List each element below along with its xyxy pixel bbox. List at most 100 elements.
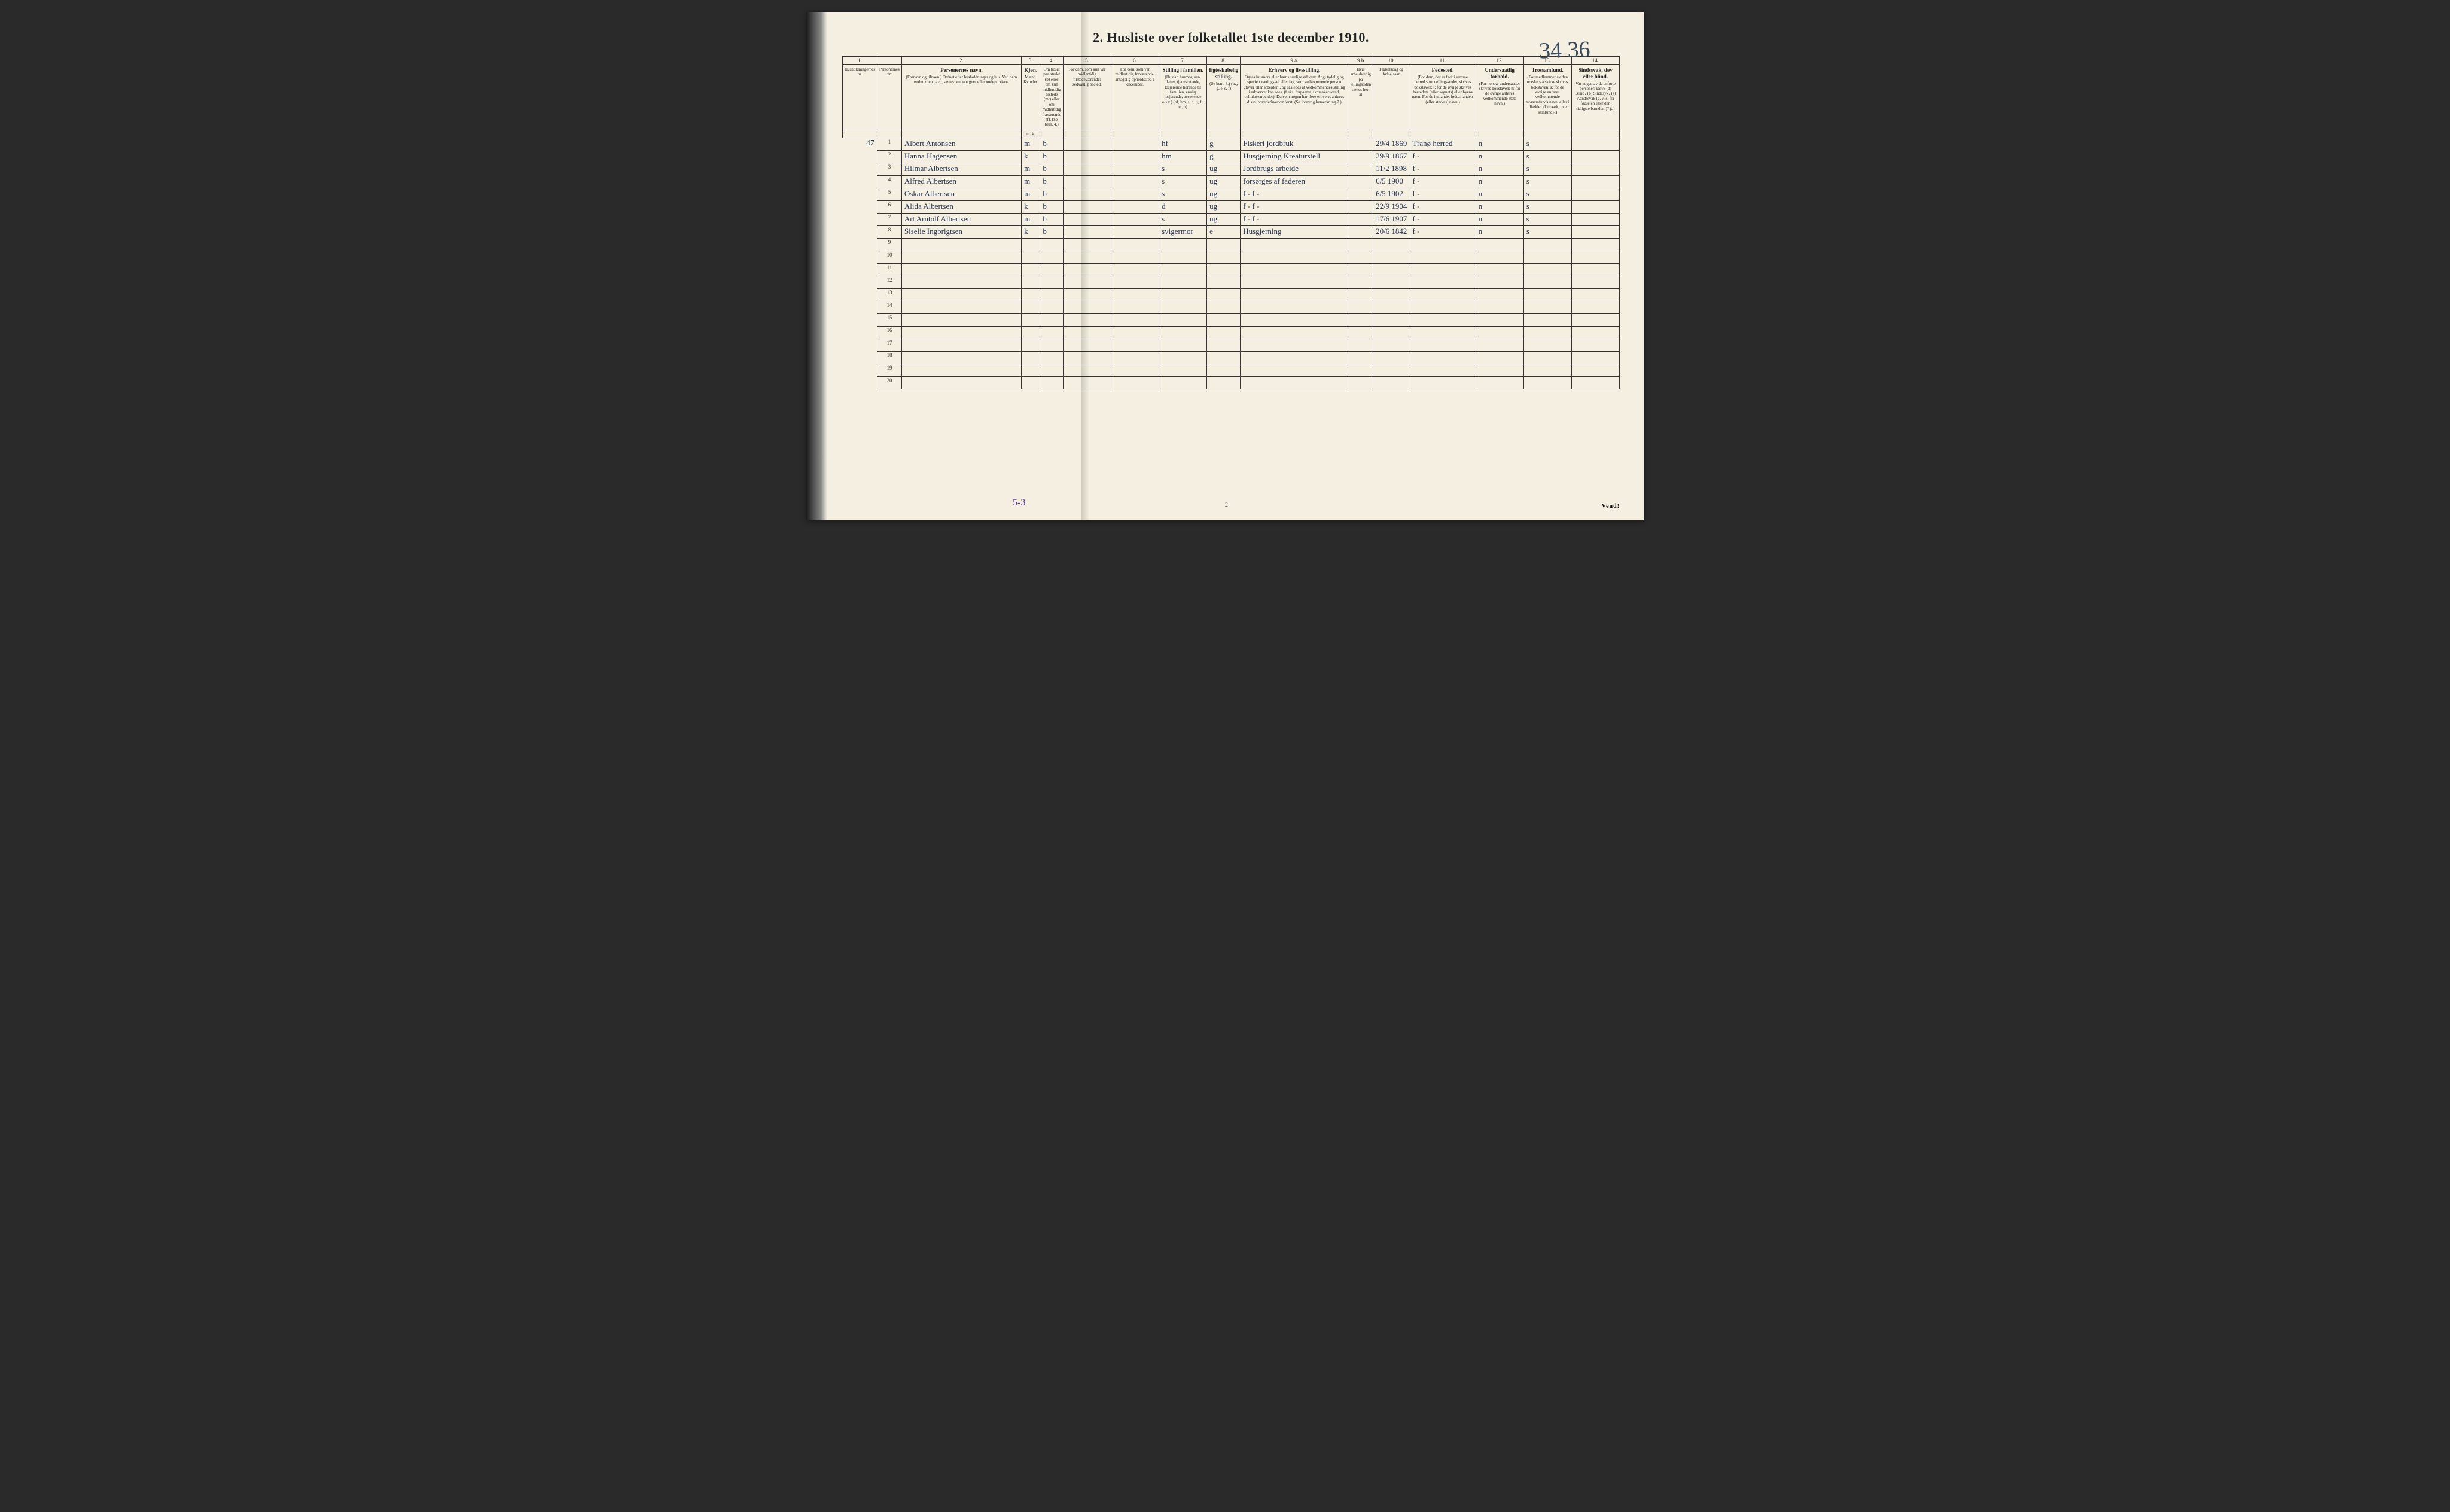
cell-dis [1571,175,1619,188]
cell-al [1348,138,1373,150]
cell-rel: s [1523,163,1571,175]
cell-name: Hanna Hagensen [901,150,1021,163]
column-number: 7. [1159,57,1207,65]
cell-empty [1571,276,1619,288]
cell-empty [1040,339,1064,351]
cell-empty [1159,351,1207,364]
cell-empty [901,251,1021,263]
cell-born: 6/5 1900 [1373,175,1410,188]
column-header: Kjøn.Mænd. Kvinder. [1022,65,1040,130]
cell-res: b [1040,175,1064,188]
cell-empty [1022,326,1040,339]
cell-empty [1111,351,1159,364]
subheader-cell [1476,130,1523,138]
cell-occ: f - f - [1241,188,1348,200]
cell-empty [1111,313,1159,326]
cell-empty [1022,301,1040,313]
cell-empty [1241,276,1348,288]
subheader-cell [1111,130,1159,138]
cell-empty: 17 [877,339,902,351]
cell-empty [1373,288,1410,301]
cell-empty [1159,251,1207,263]
cell-empty [843,238,877,251]
subheader-cell [1241,130,1348,138]
cell-empty [1022,376,1040,389]
cell-fam: s [1159,163,1207,175]
table-row: 8Siselie IngbrigtsenkbsvigermoreHusgjern… [843,225,1620,238]
cell-empty [1159,276,1207,288]
cell-empty [1348,326,1373,339]
cell-empty [1373,376,1410,389]
table-row-empty: 14 [843,301,1620,313]
cell-name: Oskar Albertsen [901,188,1021,200]
cell-empty [1207,251,1241,263]
cell-empty [1410,376,1476,389]
cell-rel: s [1523,225,1571,238]
cell-born: 29/9 1867 [1373,150,1410,163]
cell-fam: s [1159,175,1207,188]
cell-empty [1040,288,1064,301]
subheader-cell [1348,130,1373,138]
subheader-cell [1159,130,1207,138]
cell-rel: s [1523,175,1571,188]
cell-empty [1022,238,1040,251]
column-header: Stilling i familien.(Husfar, husmor, søn… [1159,65,1207,130]
cell-empty [1022,251,1040,263]
cell-empty [1373,326,1410,339]
cell-empty [1241,376,1348,389]
cell-empty [843,251,877,263]
cell-name: Albert Antonsen [901,138,1021,150]
column-header: Husholdningernes nr. [843,65,877,130]
cell-empty [843,276,877,288]
cell-empty [1241,288,1348,301]
table-row-empty: 18 [843,351,1620,364]
cell-place: f - [1410,200,1476,213]
cell-empty [1159,339,1207,351]
cell-empty: 15 [877,313,902,326]
census-table: 1.2.3.4.5.6.7.8.9 a.9 b10.11.12.13.14. H… [842,56,1620,389]
handwritten-page-number: 34 36 [1538,36,1590,65]
cell-al [1348,213,1373,225]
cell-empty [843,339,877,351]
table-row: 7Art Arntolf Albertsenmbsugf - f -17/6 1… [843,213,1620,225]
cell-occ: forsørges af faderen [1241,175,1348,188]
cell-empty [901,313,1021,326]
cell-empty [1022,313,1040,326]
cell-empty [1040,376,1064,389]
cell-empty [1348,376,1373,389]
table-row-empty: 10 [843,251,1620,263]
cell-empty [1410,263,1476,276]
column-number: 11. [1410,57,1476,65]
cell-empty [1410,339,1476,351]
cell-empty: 10 [877,251,902,263]
cell-margin [843,213,877,225]
cell-empty [1022,288,1040,301]
data-body: 471Albert AntonsenmbhfgFiskeri jordbruk2… [843,138,1620,389]
cell-margin [843,163,877,175]
cell-empty [1022,364,1040,376]
cell-empty [1241,313,1348,326]
cell-mar: g [1207,138,1241,150]
cell-empty [843,313,877,326]
column-header: Sindssvak, døv eller blind.Var nogen av … [1571,65,1619,130]
cell-empty [1207,339,1241,351]
cell-empty [1476,301,1523,313]
cell-empty [1373,351,1410,364]
cell-empty [1159,313,1207,326]
cell-c6 [1111,175,1159,188]
cell-empty [1523,313,1571,326]
cell-empty [901,301,1021,313]
cell-mar: ug [1207,175,1241,188]
cell-empty [1040,238,1064,251]
cell-empty [1348,276,1373,288]
cell-empty [1476,313,1523,326]
cell-empty [1159,364,1207,376]
cell-fam: hf [1159,138,1207,150]
table-row: 6Alida Albertsenkbdugf - f -22/9 1904f -… [843,200,1620,213]
cell-name: Hilmar Albertsen [901,163,1021,175]
cell-empty [1159,263,1207,276]
cell-empty [1373,339,1410,351]
printed-page-number: 2 [1225,502,1228,508]
column-header: Personernes nr. [877,65,902,130]
cell-empty [1111,251,1159,263]
